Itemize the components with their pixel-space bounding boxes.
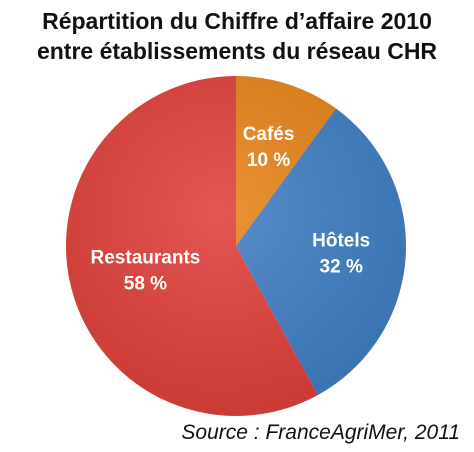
chart-title-line-1: Répartition du Chiffre d’affaire 2010 <box>42 8 432 34</box>
chart-title-line-2: entre établissements du réseau CHR <box>36 38 438 64</box>
pie-shading <box>66 76 406 416</box>
slice-value-hotels: 32 % <box>320 257 363 278</box>
slice-value-restaurants: 58 % <box>124 273 167 294</box>
slice-value-cafes: 10 % <box>247 150 290 171</box>
slice-label-hotels: Hôtels <box>312 231 370 252</box>
slice-label-cafes: Cafés <box>243 124 295 145</box>
slice-label-restaurants: Restaurants <box>91 247 201 268</box>
chart-title: Répartition du Chiffre d’affaire 2010 en… <box>0 6 474 66</box>
chart-source: Source : FranceAgriMer, 2011 <box>181 421 460 444</box>
